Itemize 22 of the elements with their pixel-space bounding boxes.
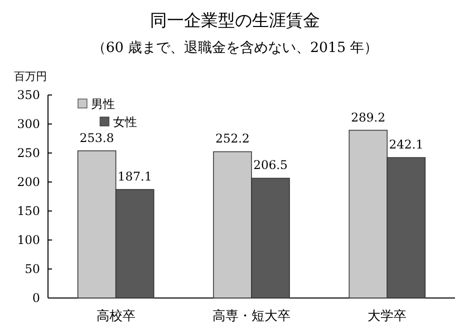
chart-subtitle: （60 歳まで、退職金を含めない、2015 年） <box>92 40 378 56</box>
data-label: 187.1 <box>118 169 152 184</box>
x-tick-label: 高校卒 <box>96 308 136 324</box>
legend-label: 女性 <box>113 115 137 129</box>
data-label: 289.2 <box>350 110 386 124</box>
data-label: 253.8 <box>80 130 114 145</box>
data-label: 242.1 <box>388 138 424 152</box>
x-tick-label: 高専・短大卒 <box>212 308 290 324</box>
y-tick-label: 250 <box>17 146 40 160</box>
legend-label: 男性 <box>91 97 115 111</box>
x-tick-label: 大学卒 <box>368 309 407 324</box>
y-tick-label: 200 <box>17 175 40 189</box>
y-tick-label: 300 <box>17 117 40 131</box>
y-tick-label: 50 <box>24 262 40 276</box>
y-tick-label: 350 <box>17 88 40 102</box>
data-label: 206.5 <box>253 158 288 172</box>
y-tick-label: 0 <box>32 291 40 305</box>
y-tick-label: 100 <box>17 233 40 247</box>
data-label: 252.2 <box>215 132 250 146</box>
y-axis-title: 百万円 <box>14 70 47 83</box>
chart-title: 同一企業型の生涯賃金 <box>150 11 320 31</box>
y-tick-label: 150 <box>17 204 40 218</box>
